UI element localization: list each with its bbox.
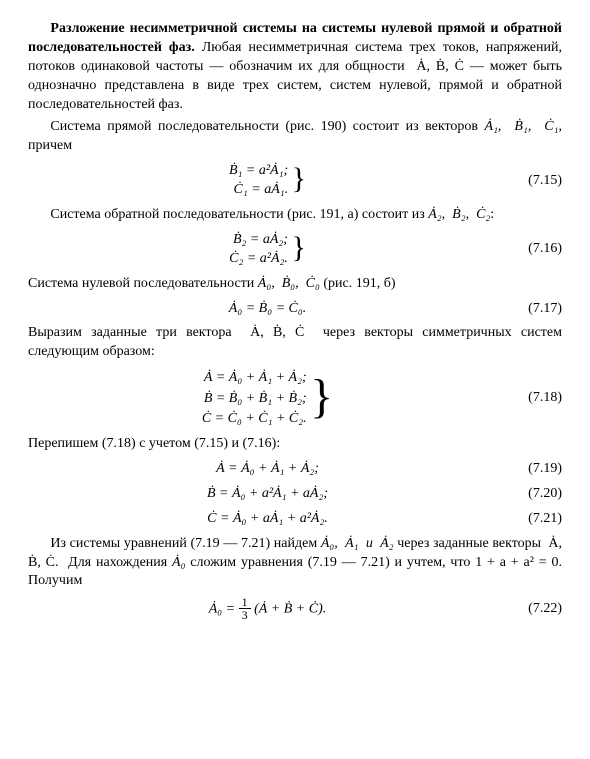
- eq-line: Ḃ = Ḃ₀ + Ḃ₁ + Ḃ₂;: [204, 391, 307, 406]
- equation-7-19: Ȧ = Ȧ₀ + Ȧ₁ + Ȧ₂; (7.19): [28, 460, 562, 479]
- eq-line: Ċ = Ċ₀ + Ċ₁ + Ċ₂.: [202, 411, 307, 426]
- eq-number: (7.19): [507, 460, 562, 479]
- text: (рис. 191, б): [320, 276, 396, 291]
- equation-7-21: Ċ = Ȧ₀ + aȦ₁ + a²Ȧ₂. (7.21): [28, 510, 562, 529]
- paragraph-1: Разложение несимметричной системы на сис…: [28, 20, 562, 114]
- eq-number: (7.17): [507, 300, 562, 319]
- vectors-a0b0c0: Ȧ₀, Ḃ₀, Ċ₀: [258, 276, 320, 291]
- vectors-a1b1c1: Ȧ₁, Ḃ₁, Ċ₁: [485, 119, 559, 134]
- equation-7-16: Ḃ₂ = aȦ₂; Ċ₂ = a²Ȧ₂. } (7.16): [28, 231, 562, 269]
- text: :: [490, 207, 494, 222]
- eq-line: Ċ₂ = a²Ȧ₂.: [229, 251, 288, 266]
- text: Выразим заданные три вектора Ȧ, Ḃ, Ċ чер…: [28, 325, 562, 359]
- eq-number: (7.22): [507, 600, 562, 619]
- eq-number: (7.15): [507, 172, 562, 191]
- equation-7-20: Ḃ = Ȧ₀ + a²Ȧ₁ + aȦ₂; (7.20): [28, 485, 562, 504]
- text: Перепишем (7.18) с учетом (7.15) и (7.16…: [28, 436, 280, 451]
- paragraph-7: Из системы уравнений (7.19 — 7.21) найде…: [28, 535, 562, 592]
- eq-line: Ȧ₀ = Ḃ₀ = Ċ₀.: [229, 301, 306, 316]
- denominator: 3: [239, 609, 251, 621]
- eq-number: (7.18): [507, 389, 562, 408]
- eq-line: Ȧ = Ȧ₀ + Ȧ₁ + Ȧ₂;: [216, 461, 319, 476]
- paragraph-4: Система нулевой последовательности Ȧ₀, Ḃ…: [28, 275, 562, 294]
- text: Из системы уравнений (7.19 — 7.21) найде…: [50, 536, 320, 551]
- paragraph-2: Система прямой последовательности (рис. …: [28, 118, 562, 156]
- text: Система прямой последовательности (рис. …: [50, 119, 484, 134]
- eq-line: Ḃ = Ȧ₀ + a²Ȧ₁ + aȦ₂;: [207, 486, 328, 501]
- paragraph-5: Выразим заданные три вектора Ȧ, Ḃ, Ċ чер…: [28, 324, 562, 362]
- eq-part: (Ȧ + Ḃ + Ċ).: [251, 602, 327, 617]
- equation-7-17: Ȧ₀ = Ḃ₀ = Ċ₀. (7.17): [28, 300, 562, 319]
- text: Система обратной последовательности (рис…: [50, 207, 428, 222]
- eq-number: (7.20): [507, 485, 562, 504]
- eq-line: Ḃ₂ = aȦ₂;: [233, 232, 288, 247]
- paragraph-6: Перепишем (7.18) с учетом (7.15) и (7.16…: [28, 435, 562, 454]
- eq-line: Ȧ = Ȧ₀ + Ȧ₁ + Ȧ₂;: [204, 370, 307, 385]
- equation-7-15: Ḃ₁ = a²Ȧ₁; Ċ₁ = aȦ₁. } (7.15): [28, 162, 562, 200]
- eq-number: (7.16): [507, 240, 562, 259]
- vectors-a2b2c2: Ȧ₂, Ḃ₂, Ċ₂: [428, 207, 490, 222]
- equation-7-22: Ȧ₀ = 13 (Ȧ + Ḃ + Ċ). (7.22): [28, 597, 562, 622]
- fraction: 13: [239, 596, 251, 621]
- eq-part: Ȧ₀ =: [209, 602, 239, 617]
- vector-a0: Ȧ₀: [172, 555, 185, 570]
- equation-7-18: Ȧ = Ȧ₀ + Ȧ₁ + Ȧ₂; Ḃ = Ḃ₀ + Ḃ₁ + Ḃ₂; Ċ = …: [28, 368, 562, 429]
- eq-number: (7.21): [507, 510, 562, 529]
- eq-line: Ḃ₁ = a²Ȧ₁;: [229, 163, 288, 178]
- text: Система нулевой последовательности: [28, 276, 258, 291]
- paragraph-3: Система обратной последовательности (рис…: [28, 206, 562, 225]
- eq-line: Ċ = Ȧ₀ + aȦ₁ + a²Ȧ₂.: [207, 511, 328, 526]
- vectors-a0a1a2: Ȧ₀, Ȧ₁ и Ȧ₂: [321, 536, 394, 551]
- eq-line: Ċ₁ = aȦ₁.: [234, 182, 289, 197]
